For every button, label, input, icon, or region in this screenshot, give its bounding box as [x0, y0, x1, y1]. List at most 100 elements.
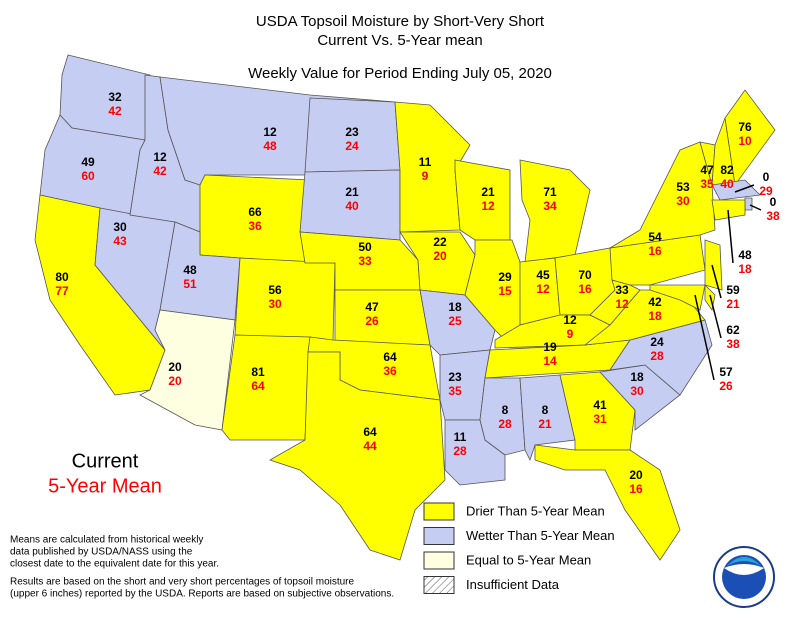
mean-value: 28	[453, 444, 467, 458]
legend-label: Wetter Than 5-Year Mean	[466, 528, 615, 543]
current-value: 12	[153, 150, 167, 164]
mean-value: 10	[738, 134, 752, 148]
state	[744, 197, 753, 211]
mean-value: 31	[593, 412, 607, 426]
note-line: Means are calculated from historical wee…	[10, 535, 203, 546]
current-value: 41	[593, 398, 607, 412]
mean-value: 24	[345, 139, 359, 153]
mean-value: 16	[578, 282, 592, 296]
state	[269, 351, 446, 561]
current-value: 50	[358, 240, 372, 254]
current-value: 18	[630, 370, 644, 384]
current-value: 49	[81, 155, 95, 169]
legend-label: Drier Than 5-Year Mean	[466, 503, 605, 518]
state	[221, 334, 311, 441]
mean-value: 36	[248, 219, 262, 233]
state	[534, 444, 681, 561]
mean-value: 35	[700, 177, 714, 191]
current-value: 71	[543, 185, 557, 199]
current-value: 76	[738, 120, 752, 134]
notes: Means are calculated from historical wee…	[10, 535, 394, 600]
key-current: Current	[72, 450, 139, 472]
mean-value: 33	[358, 254, 372, 268]
current-value: 59	[726, 283, 740, 297]
note-line: Results are based on the short and very …	[10, 577, 355, 588]
labels: 3242496080773043124212486636485120205630…	[55, 90, 780, 496]
mean-value: 25	[448, 314, 462, 328]
mean-value: 9	[422, 169, 429, 183]
current-value: 12	[563, 313, 577, 327]
note-line: data published by USDA/NASS using the	[10, 547, 193, 558]
mean-value: 28	[498, 417, 512, 431]
leader-line	[734, 184, 755, 193]
state	[334, 289, 431, 346]
noaa-logo	[713, 546, 775, 608]
current-value: 62	[726, 323, 740, 337]
current-value: 42	[648, 295, 662, 309]
mean-value: 40	[345, 199, 359, 213]
current-value: 45	[536, 268, 550, 282]
current-value: 23	[448, 370, 462, 384]
mean-value: 18	[648, 309, 662, 323]
mean-value: 21	[538, 417, 552, 431]
mean-value: 20	[433, 249, 447, 263]
state	[234, 257, 336, 341]
current-value: 22	[433, 235, 447, 249]
mean-value: 15	[498, 284, 512, 298]
legend: Drier Than 5-Year Mean Wetter Than 5-Year…	[423, 502, 615, 594]
leader-line	[711, 264, 722, 299]
current-value: 11	[419, 155, 432, 169]
current-value: 19	[543, 340, 557, 354]
current-value: 29	[498, 270, 512, 284]
current-value: 47	[700, 163, 714, 177]
legend-swatch	[423, 502, 455, 521]
current-value: 47	[365, 300, 379, 314]
mean-value: 36	[383, 364, 397, 378]
title-line: Weekly Value for Period Ending July 05, …	[248, 65, 552, 82]
current-value: 32	[108, 90, 122, 104]
mean-value: 12	[536, 282, 550, 296]
current-value: 80	[55, 270, 69, 284]
current-value: 30	[113, 220, 127, 234]
mean-value: 14	[543, 354, 557, 368]
legend-swatch	[423, 551, 455, 570]
leader-line	[727, 209, 734, 264]
mean-value: 40	[720, 177, 734, 191]
current-value: 24	[650, 335, 664, 349]
mean-value: 26	[719, 379, 733, 393]
current-value: 54	[648, 230, 662, 244]
mean-value: 77	[55, 284, 69, 298]
state	[649, 284, 706, 311]
mean-value: 9	[567, 327, 574, 341]
current-value: 12	[263, 125, 277, 139]
current-value: 20	[629, 468, 643, 482]
mean-value: 30	[630, 384, 644, 398]
title-line: USDA Topsoil Moisture by Short-Very Shor…	[256, 13, 545, 30]
leader-line	[694, 294, 715, 381]
current-value: 82	[720, 163, 734, 177]
current-value: 11	[454, 430, 467, 444]
mean-value: 12	[615, 297, 629, 311]
current-value: 21	[481, 185, 495, 199]
title-line: Current Vs. 5-Year mean	[317, 32, 482, 49]
legend-label: Equal to 5-Year Mean	[466, 552, 591, 567]
current-value: 56	[268, 283, 282, 297]
mean-value: 42	[108, 104, 122, 118]
state	[704, 239, 723, 291]
key-mean: 5-Year Mean	[48, 475, 162, 497]
current-value: 48	[183, 263, 197, 277]
current-value: 81	[251, 365, 265, 379]
mean-value: 16	[648, 244, 662, 258]
mean-value: 42	[153, 164, 167, 178]
mean-value: 12	[481, 199, 495, 213]
mean-value: 28	[650, 349, 664, 363]
mean-value: 21	[726, 297, 740, 311]
current-value: 33	[615, 283, 629, 297]
legend-swatch	[423, 576, 455, 594]
current-value: 20	[168, 360, 182, 374]
current-value: 21	[345, 185, 359, 199]
leader-line	[709, 294, 722, 339]
current-value: 64	[383, 350, 397, 364]
current-value: 23	[345, 125, 359, 139]
